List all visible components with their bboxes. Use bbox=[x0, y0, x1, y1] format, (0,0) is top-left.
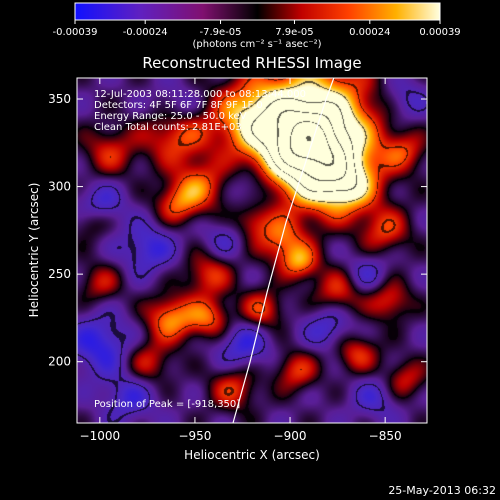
colorbar-tick-label: 0.00039 bbox=[419, 27, 460, 38]
chart-title: Reconstructed RHESSI Image bbox=[142, 54, 361, 72]
footer-timestamp: 25-May-2013 06:32 bbox=[388, 484, 496, 497]
y-axis-label: Heliocentric Y (arcsec) bbox=[27, 183, 41, 318]
colorbar-tick-label: -0.00024 bbox=[123, 27, 168, 38]
colorbar-tick-label: -7.9e-05 bbox=[200, 27, 242, 38]
y-tick-label: 350 bbox=[48, 92, 71, 106]
colorbar-tick-label: 0.00024 bbox=[349, 27, 390, 38]
y-tick-label: 300 bbox=[48, 180, 71, 194]
colorbar-tick-label: -0.00039 bbox=[53, 27, 98, 38]
solar-limb-curve bbox=[232, 78, 335, 423]
plot-area: 12-Jul-2003 08:11:28.000 to 08:13:44.000… bbox=[48, 77, 428, 443]
colorbar: -0.00039 -0.00024 -7.9e-05 7.9e-05 0.00024 0.… bbox=[53, 2, 461, 50]
annotation-block: 12-Jul-2003 08:11:28.000 to 08:13:44.000… bbox=[94, 89, 306, 133]
colorbar-ticks: -0.00039 -0.00024 -7.9e-05 7.9e-05 0.00024 0.… bbox=[53, 20, 461, 38]
annotation-time: 12-Jul-2003 08:11:28.000 to 08:13:44.000 bbox=[94, 89, 306, 100]
y-tick-label: 250 bbox=[48, 267, 71, 281]
axis-ticks: −1000 −950 −900 −850 200 250 300 350 bbox=[48, 78, 427, 443]
y-tick-label: 200 bbox=[48, 355, 71, 369]
x-tick-label: −1000 bbox=[80, 429, 121, 443]
peak-position-label: Position of Peak = [-918,350] bbox=[94, 399, 240, 410]
x-axis-label: Heliocentric X (arcsec) bbox=[184, 448, 320, 462]
colorbar-gradient bbox=[74, 2, 441, 21]
x-tick-label: −850 bbox=[369, 429, 402, 443]
colorbar-tick-label: 7.9e-05 bbox=[275, 27, 313, 38]
x-tick-label: −900 bbox=[274, 429, 307, 443]
annotation-detectors: Detectors: 4F 5F 6F 7F 8F 9F 1F 0 bbox=[94, 100, 263, 111]
x-tick-label: −950 bbox=[178, 429, 211, 443]
colorbar-unit-label: (photons cm⁻² s⁻¹ asec⁻²) bbox=[192, 39, 321, 50]
annotation-clean: Clean Total counts: 2.81E+03 bbox=[94, 122, 242, 133]
annotation-energy: Energy Range: 25.0 - 50.0 keV bbox=[94, 111, 247, 122]
plot-frame bbox=[76, 77, 428, 424]
